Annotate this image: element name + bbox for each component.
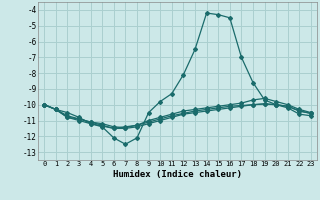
X-axis label: Humidex (Indice chaleur): Humidex (Indice chaleur): [113, 170, 242, 179]
